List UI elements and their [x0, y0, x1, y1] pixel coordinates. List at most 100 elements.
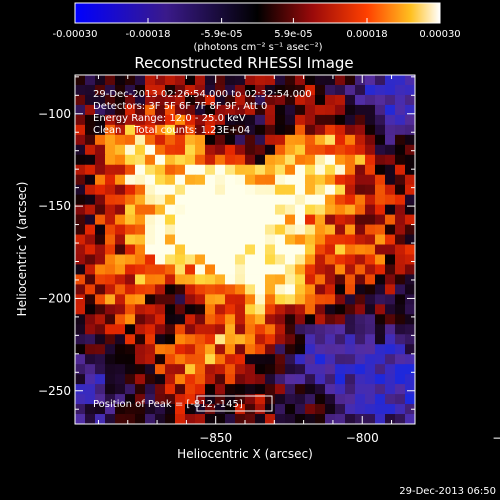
heatmap-cell — [105, 84, 116, 96]
heatmap-cell — [315, 254, 326, 266]
heatmap-cell — [115, 354, 126, 365]
heatmap-cell — [225, 204, 236, 216]
heatmap-cell — [395, 364, 406, 375]
heatmap-cell — [365, 254, 376, 266]
heatmap-cell — [255, 414, 266, 424]
heatmap-cell — [395, 94, 406, 106]
heatmap-cell — [245, 404, 256, 415]
heatmap-cell — [375, 144, 386, 156]
heatmap-cell — [375, 244, 386, 256]
heatmap-cell — [115, 244, 126, 256]
heatmap-cell — [185, 244, 196, 256]
heatmap-cell — [225, 364, 236, 375]
heatmap-cell — [175, 304, 186, 315]
annotation-energy-range: Energy Range: 12.0 - 25.0 keV — [93, 113, 246, 124]
heatmap-cell — [175, 114, 186, 126]
colorbar-tick-label: -0.00030 — [53, 29, 98, 40]
colorbar-ticks: -0.00030 -0.00018 -5.9e-05 5.9e-05 0.00018 0.… — [53, 18, 461, 40]
heatmap-cell — [105, 154, 116, 166]
heatmap-cell — [105, 124, 116, 136]
heatmap-cell — [75, 144, 86, 156]
heatmap-cell — [205, 224, 216, 236]
heatmap-cell — [105, 364, 116, 375]
heatmap-cell — [395, 264, 406, 276]
heatmap-cell — [85, 134, 96, 146]
heatmap-cell — [365, 104, 376, 116]
heatmap-cell — [85, 404, 96, 415]
heatmap-cell — [395, 114, 406, 126]
heatmap-cell — [275, 184, 286, 196]
heatmap-cell — [405, 264, 415, 276]
heatmap-cell — [355, 244, 366, 256]
heatmap-cell — [305, 134, 316, 146]
heatmap-cell — [345, 164, 356, 176]
heatmap-cell — [365, 124, 376, 136]
heatmap-cell — [125, 244, 136, 256]
heatmap-cell — [135, 164, 146, 176]
heatmap-cell — [255, 94, 266, 106]
heatmap-cell — [95, 174, 106, 186]
heatmap-cell — [125, 134, 136, 146]
heatmap-cell — [355, 214, 366, 226]
heatmap-cell — [255, 84, 266, 96]
heatmap-cell — [295, 334, 306, 345]
heatmap-cell — [225, 314, 236, 325]
heatmap-cell — [395, 104, 406, 116]
annotation-detectors: Detectors: 3F 5F 6F 7F 8F 9F, Att 0 — [93, 101, 267, 112]
heatmap-cell — [275, 414, 286, 424]
heatmap-cell — [195, 304, 206, 315]
heatmap-cell — [185, 75, 196, 86]
heatmap-cell — [325, 384, 336, 395]
heatmap-cell — [265, 274, 276, 285]
heatmap-cell — [325, 134, 336, 146]
heatmap-cell — [335, 284, 346, 295]
heatmap-cell — [335, 304, 346, 315]
heatmap-cell — [355, 264, 366, 276]
heatmap-cell — [105, 284, 116, 295]
heatmap-cell — [215, 284, 226, 295]
heatmap-cell — [235, 284, 246, 295]
heatmap-cell — [165, 94, 176, 106]
heatmap-cell — [365, 344, 376, 355]
heatmap-cell — [365, 354, 376, 365]
heatmap-cell — [385, 144, 396, 156]
heatmap-cell — [305, 304, 316, 315]
heatmap-cell — [115, 254, 126, 266]
heatmap-cell — [185, 234, 196, 246]
heatmap-cell — [75, 294, 86, 305]
heatmap-cell — [355, 384, 366, 395]
heatmap-cell — [135, 114, 146, 126]
heatmap-cell — [385, 314, 396, 325]
heatmap-cell — [355, 294, 366, 305]
annotation-clean-counts: Clean Total counts: 1.23E+04 — [93, 125, 250, 136]
heatmap-cell — [135, 104, 146, 116]
heatmap-cell — [105, 384, 116, 395]
heatmap-cell — [405, 224, 415, 236]
heatmap-cell — [255, 274, 266, 285]
heatmap-cell — [85, 194, 96, 206]
heatmap-cell — [315, 174, 326, 186]
heatmap-cell — [105, 244, 116, 256]
heatmap-cell — [285, 404, 296, 415]
heatmap-cell — [395, 144, 406, 156]
heatmap-cell — [205, 304, 216, 315]
heatmap-cell — [345, 334, 356, 345]
heatmap-cell — [335, 154, 346, 166]
heatmap-cell — [185, 104, 196, 116]
heatmap-cell — [165, 284, 176, 295]
heatmap-cell — [235, 94, 246, 106]
heatmap-cell — [195, 194, 206, 206]
heatmap-cell — [195, 174, 206, 186]
heatmap-cell — [165, 114, 176, 126]
heatmap-cell — [95, 274, 106, 285]
heatmap-cell — [345, 324, 356, 335]
heatmap-cell — [325, 314, 336, 325]
heatmap-cell — [365, 274, 376, 285]
heatmap-cell — [225, 294, 236, 305]
heatmap-cell — [395, 124, 406, 136]
heatmap-cell — [285, 104, 296, 116]
heatmap-cell — [185, 144, 196, 156]
heatmap-cell — [125, 174, 136, 186]
heatmap-cell — [135, 174, 146, 186]
